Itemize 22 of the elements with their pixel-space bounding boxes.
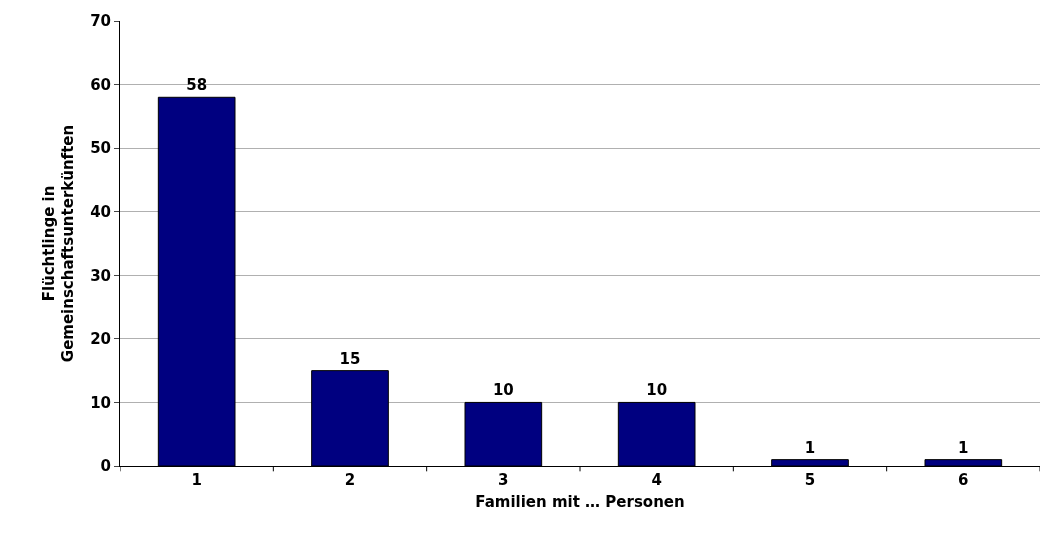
x-axis-title: Familien mit … Personen [475,493,685,511]
x-tick-label: 1 [191,471,202,489]
y-tick-label: 40 [90,202,111,221]
data-label: 58 [186,76,208,95]
y-tick-label: 10 [90,393,111,412]
data-label: 15 [339,349,361,368]
x-tick-label: 5 [804,471,816,489]
y-tick-label: 20 [90,330,111,349]
x-tick-label: 6 [958,471,969,489]
data-label: 10 [492,381,514,400]
data-label: 10 [646,381,668,400]
x-tick-label: 4 [651,471,662,489]
data-label: 1 [958,438,969,457]
x-tick-label: 2 [344,471,356,489]
y-tick-label: 30 [90,266,111,285]
y-tick-label: 70 [90,12,111,31]
x-tick-label: 3 [498,471,509,489]
y-tick-label: 60 [90,75,111,94]
y-tick-label: 0 [100,457,111,476]
data-label: 1 [804,438,816,457]
y-tick-label: 50 [90,139,111,158]
y-axis-title: Flüchtlinge in Gemeinschaftsunterkünften [39,124,78,363]
